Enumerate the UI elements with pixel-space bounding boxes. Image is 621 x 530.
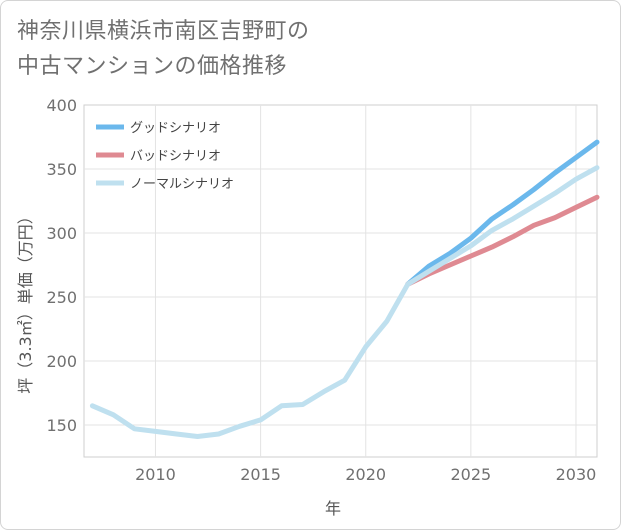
y-tick-150: 150 (46, 416, 77, 435)
x-axis-label: 年 (325, 499, 341, 518)
y-tick-200: 200 (46, 352, 77, 371)
x-tick-2020: 2020 (345, 465, 386, 484)
y-tick-250: 250 (46, 288, 77, 307)
x-tick-2030: 2030 (556, 465, 597, 484)
title-line-2: 中古マンションの価格推移 (17, 54, 288, 79)
x-tick-2010: 2010 (135, 465, 176, 484)
series-line-2 (89, 165, 600, 439)
y-axis-label: 坪（3.3㎡）単価（万円） (16, 208, 35, 393)
x-tick-2015: 2015 (240, 465, 281, 484)
legend-label-0: グッドシナリオ (130, 121, 221, 136)
title-line-1: 神奈川県横浜市南区吉野町の (17, 19, 310, 44)
y-tick-350: 350 (46, 160, 77, 179)
tick-labels: 2010 2015 2020 2025 2030 150 200 250 300 350 400 (46, 96, 596, 484)
x-tick-2025: 2025 (450, 465, 491, 484)
chart-title: 神奈川県横浜市南区吉野町の 中古マンションの価格推移 (17, 14, 310, 84)
plot-area (83, 104, 598, 458)
series-line-1 (405, 194, 600, 287)
series-lines (89, 139, 600, 439)
gridlines (84, 105, 597, 457)
y-tick-300: 300 (46, 224, 77, 243)
y-tick-400: 400 (46, 96, 77, 115)
legend-label-2: ノーマルシナリオ (130, 177, 234, 192)
series-line-0 (405, 139, 600, 287)
legend-label-1: バッドシナリオ (130, 149, 221, 164)
